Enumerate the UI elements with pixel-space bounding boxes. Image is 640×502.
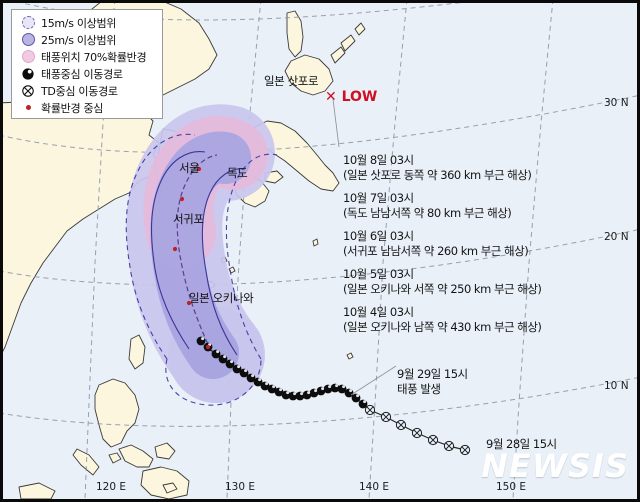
city-label-sapporo: 일본 삿포로 bbox=[264, 74, 319, 88]
legend-label-center-dot: 확률반경 중심 bbox=[41, 101, 104, 115]
philippines-mindanao bbox=[140, 466, 190, 499]
city-label-seoul: 서울 bbox=[179, 161, 200, 175]
borneo-tip bbox=[18, 482, 56, 499]
axis-label-120e: 120 E bbox=[96, 481, 127, 493]
cone-inner-band bbox=[150, 131, 251, 379]
forecast-location-oct-6: (서귀포 남남서쪽 약 260 km 부근 해상) bbox=[343, 244, 529, 258]
city-label-dokdo: 독도 bbox=[227, 166, 248, 180]
small-island-c bbox=[346, 352, 354, 360]
cone-inner-outline bbox=[150, 151, 246, 356]
forecast-location-oct-4: (일본 오키나와 남쪽 약 430 km 부근 해상) bbox=[343, 320, 542, 334]
forecast-date-oct-4: 10월 4일 03시 bbox=[343, 305, 414, 319]
axis-label-30n: 30 N bbox=[604, 97, 629, 109]
axis-label-140e: 140 E bbox=[359, 481, 390, 493]
philippines-small-a bbox=[108, 452, 122, 464]
map-legend: 15m/s 이상범위 25m/s 이상범위 태풍위치 70%확률반경 bbox=[11, 9, 163, 119]
axis-label-150e: 150 E bbox=[496, 481, 527, 493]
forecast-center-track bbox=[176, 154, 218, 352]
legend-label-15ms: 15m/s 이상범위 bbox=[41, 16, 117, 30]
philippines-palawan bbox=[72, 448, 100, 476]
legend-item-15ms: 15m/s 이상범위 bbox=[17, 14, 159, 31]
meridian-140e bbox=[368, 3, 408, 499]
forecast-annotation-oct-7: 10월 7일 03시 (독도 남남서쪽 약 80 km 부근 해상) bbox=[343, 191, 512, 221]
origin-annotation: 9월 28일 15시 bbox=[486, 437, 557, 452]
philippines-samar bbox=[154, 442, 176, 460]
forecast-annotation-oct-4: 10월 4일 03시 (일본 오키나와 남쪽 약 430 km 부근 해상) bbox=[343, 305, 542, 335]
genesis-date: 9월 29일 15시 bbox=[397, 367, 468, 381]
forecast-location-oct-5: (일본 오키나와 서쪽 약 250 km 부근 해상) bbox=[343, 282, 542, 296]
low-pressure-marker: ✕ LOW bbox=[325, 89, 377, 105]
kuril-islands-a bbox=[340, 34, 356, 52]
axis-label-130e: 130 E bbox=[225, 481, 256, 493]
meridian-130e bbox=[226, 3, 262, 499]
legend-item-typhoon-track: 태풍중심 이동경로 bbox=[17, 65, 159, 82]
low-label: LOW bbox=[341, 89, 378, 105]
origin-date: 9월 28일 15시 bbox=[486, 437, 557, 451]
low-x-icon: ✕ bbox=[325, 89, 337, 105]
sakhalin-island bbox=[286, 10, 304, 58]
typhoon-symbol-icon bbox=[17, 66, 39, 82]
parallel-20n bbox=[3, 229, 637, 286]
dashed-circle-icon bbox=[17, 15, 39, 31]
parallel-30n bbox=[3, 95, 637, 154]
parallel-40n bbox=[20, 3, 462, 21]
forecast-date-oct-7: 10월 7일 03시 bbox=[343, 191, 414, 205]
td-symbol-icon bbox=[17, 83, 39, 99]
filled-circle-icon bbox=[17, 32, 39, 48]
meridian-150e bbox=[512, 3, 554, 499]
center-dot-icon bbox=[17, 100, 39, 116]
kuril-islands-c bbox=[354, 22, 366, 36]
kuril-islands-b bbox=[330, 46, 346, 64]
parallel-10n bbox=[3, 377, 637, 427]
axis-label-10n: 10 N bbox=[604, 380, 629, 392]
forecast-annotation-oct-5: 10월 5일 03시 (일본 오키나와 서쪽 약 250 km 부근 해상) bbox=[343, 267, 542, 297]
newsis-watermark: NEWSIS bbox=[481, 447, 629, 485]
forecast-annotation-oct-6: 10월 6일 03시 (서귀포 남남서쪽 약 260 km 부근 해상) bbox=[343, 229, 529, 259]
city-label-seogwipo: 서귀포 bbox=[173, 212, 204, 226]
pink-circle-icon bbox=[17, 49, 39, 65]
leader-low bbox=[332, 98, 340, 148]
forecast-date-oct-8: 10월 8일 03시 bbox=[343, 153, 414, 167]
philippines-mid bbox=[118, 444, 154, 468]
legend-item-center-dot: 확률반경 중심 bbox=[17, 99, 159, 116]
genesis-label: 태풍 발생 bbox=[397, 382, 441, 396]
legend-label-typhoon-track: 태풍중심 이동경로 bbox=[41, 67, 123, 81]
ogasawara-islands bbox=[312, 238, 319, 247]
legend-item-probability: 태풍위치 70%확률반경 bbox=[17, 48, 159, 65]
philippines-luzon bbox=[94, 378, 140, 448]
city-label-okinawa: 일본 오키나와 bbox=[189, 291, 254, 305]
leader-genesis bbox=[350, 365, 397, 396]
forecast-location-oct-7: (독도 남남서쪽 약 80 km 부근 해상) bbox=[343, 206, 512, 220]
genesis-annotation: 9월 29일 15시 태풍 발생 bbox=[397, 367, 468, 397]
td-track-markers bbox=[364, 404, 471, 456]
forecast-date-oct-5: 10월 5일 03시 bbox=[343, 267, 414, 281]
legend-item-25ms: 25m/s 이상범위 bbox=[17, 31, 159, 48]
forecast-date-oct-6: 10월 6일 03시 bbox=[343, 229, 414, 243]
taiwan-island bbox=[128, 334, 146, 370]
axis-label-20n: 20 N bbox=[604, 231, 629, 243]
philippines-small-b bbox=[162, 482, 178, 494]
legend-label-25ms: 25m/s 이상범위 bbox=[41, 33, 117, 47]
legend-label-probability: 태풍위치 70%확률반경 bbox=[41, 50, 147, 64]
legend-item-td-track: TD중심 이동경로 bbox=[17, 82, 159, 99]
typhoon-track-markers bbox=[196, 336, 368, 409]
forecast-center-dots bbox=[172, 166, 211, 350]
forecast-annotation-oct-8: 10월 8일 03시 (일본 삿포로 동쪽 약 360 km 부근 해상) bbox=[343, 153, 532, 183]
legend-label-td-track: TD중심 이동경로 bbox=[41, 84, 118, 98]
forecast-location-oct-8: (일본 삿포로 동쪽 약 360 km 부근 해상) bbox=[343, 168, 532, 182]
japan-hokkaido bbox=[284, 54, 334, 96]
annotation-leader-lines bbox=[332, 98, 397, 396]
